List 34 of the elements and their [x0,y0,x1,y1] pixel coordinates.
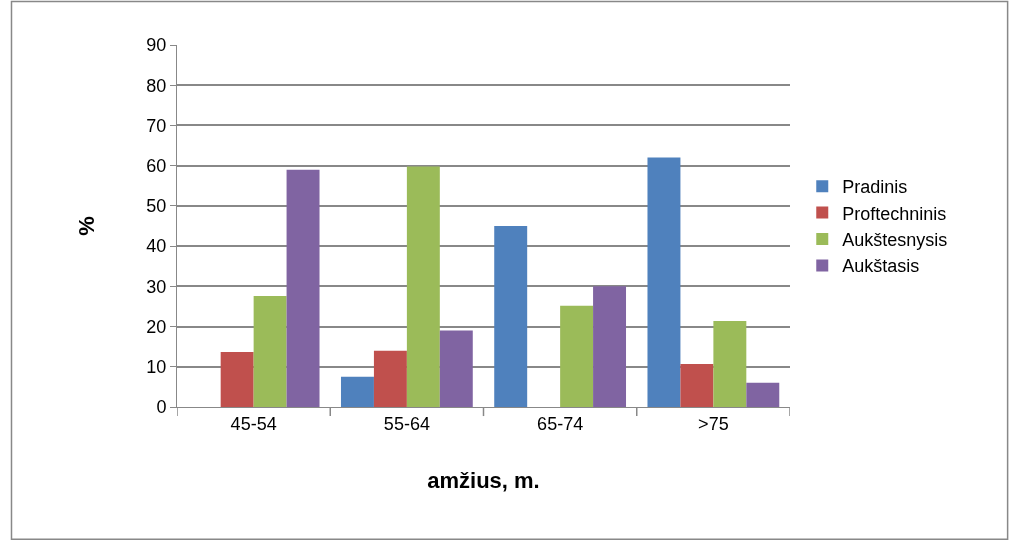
y-tick-label: 30 [146,276,167,297]
bar [220,351,254,407]
y-tick-label: 60 [146,155,167,176]
x-tick-label: 55-64 [383,413,430,434]
bar [560,305,594,407]
y-tick-label: 80 [146,75,167,96]
x-axis-title: amžius, m. [427,468,540,494]
y-axis-title: % [74,216,100,236]
bar [406,166,440,407]
y-tick-label: 40 [146,236,167,257]
x-tick-label: 65-74 [537,413,584,434]
bar [713,320,747,407]
y-tick-label: 90 [146,35,167,56]
bar [439,330,473,407]
bar [340,376,374,407]
bar [746,382,780,407]
y-tick-label: 0 [156,397,167,418]
x-tick-label: >75 [698,413,729,434]
y-tick-label: 20 [146,316,167,337]
legend-label: Proftechninis [842,203,947,224]
bar [593,286,627,407]
bar [286,169,320,407]
y-tick-label: 70 [146,115,167,136]
x-tick-label: 45-54 [230,413,277,434]
bar [253,295,287,407]
y-tick-label: 50 [146,196,167,217]
legend-label: Aukštasis [842,256,920,277]
y-tick-label: 10 [146,357,167,378]
legend-label: Aukštesnysis [842,230,948,251]
legend-label: Pradinis [842,177,908,198]
bar [647,157,681,407]
bar [494,226,528,407]
bar [680,363,714,407]
bar [373,350,407,407]
